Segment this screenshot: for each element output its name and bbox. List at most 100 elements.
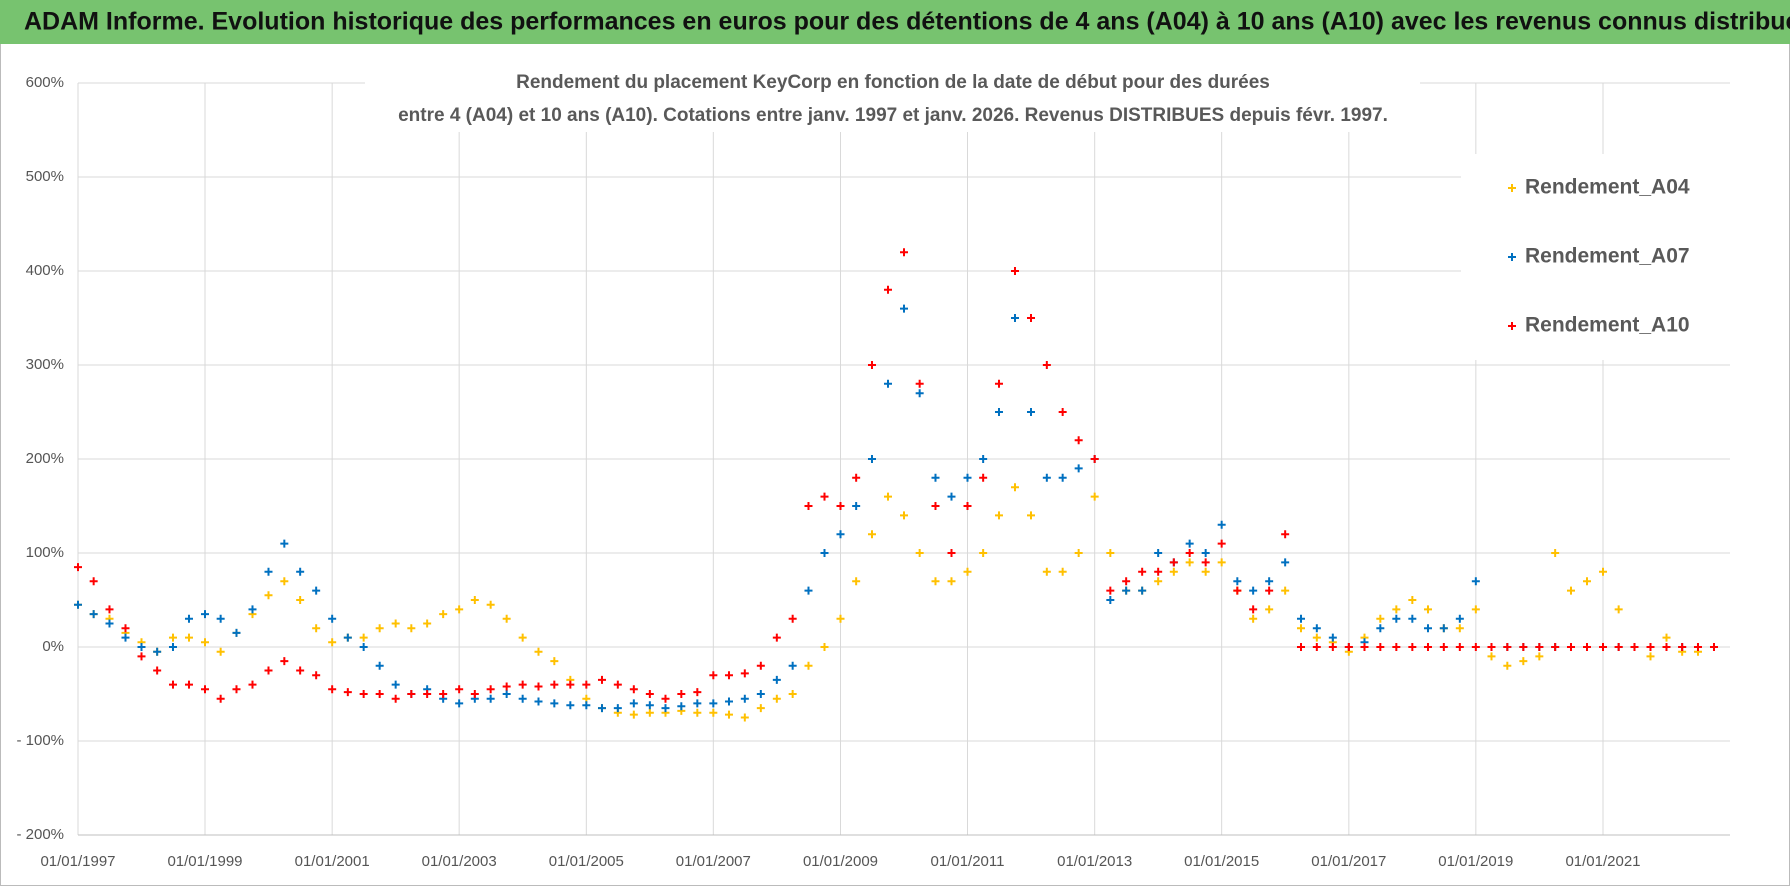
point xyxy=(963,567,972,576)
point xyxy=(1233,586,1242,595)
point xyxy=(1662,643,1671,651)
x-tick-label: 01/01/2009 xyxy=(803,853,878,870)
point xyxy=(1201,567,1210,576)
point xyxy=(264,567,273,576)
point xyxy=(502,690,511,698)
point xyxy=(1185,558,1194,567)
point xyxy=(836,530,845,539)
point xyxy=(629,710,638,719)
point xyxy=(1376,624,1385,633)
point xyxy=(756,661,765,670)
x-tick-label: 01/01/2003 xyxy=(422,853,497,870)
point xyxy=(693,699,702,708)
point xyxy=(804,502,813,510)
point xyxy=(772,694,781,703)
point xyxy=(328,638,337,647)
point xyxy=(1328,643,1337,651)
point xyxy=(1519,643,1528,651)
point xyxy=(105,605,114,614)
point xyxy=(867,361,876,369)
point xyxy=(518,633,527,642)
point xyxy=(455,605,464,614)
point xyxy=(296,567,305,576)
point xyxy=(359,690,368,698)
point xyxy=(1265,577,1274,586)
point xyxy=(979,549,988,557)
point xyxy=(1471,577,1480,586)
point xyxy=(1408,596,1417,604)
point xyxy=(232,685,241,694)
point xyxy=(121,624,130,633)
point xyxy=(1027,408,1035,416)
point xyxy=(248,605,257,614)
point xyxy=(550,699,559,708)
point xyxy=(661,704,670,713)
point xyxy=(788,661,797,670)
legend-label: Rendement_A10 xyxy=(1525,314,1690,337)
point xyxy=(582,680,591,689)
point xyxy=(1249,605,1258,614)
point xyxy=(788,690,797,698)
legend-label: Rendement_A07 xyxy=(1525,245,1690,268)
point xyxy=(947,549,956,557)
point xyxy=(1455,643,1464,651)
y-tick-label: 0% xyxy=(42,638,64,655)
x-tick-label: 01/01/2015 xyxy=(1184,853,1259,870)
point xyxy=(1106,596,1115,604)
point xyxy=(1408,643,1417,651)
point xyxy=(280,577,289,586)
point xyxy=(1662,633,1671,642)
header-title: ADAM Informe. Evolution historique des p… xyxy=(24,8,1790,36)
point xyxy=(1058,567,1067,576)
point xyxy=(931,502,940,510)
y-tick-label: - 100% xyxy=(16,732,64,749)
point xyxy=(312,586,321,595)
point xyxy=(756,704,765,713)
point xyxy=(518,680,527,689)
point xyxy=(1455,614,1464,623)
point xyxy=(709,708,718,717)
point xyxy=(328,614,337,623)
point xyxy=(1312,643,1321,651)
point xyxy=(1201,558,1210,567)
point xyxy=(566,680,575,689)
y-tick-label: 200% xyxy=(26,450,64,467)
x-tick-label: 01/01/1997 xyxy=(40,853,115,870)
point xyxy=(1185,539,1194,548)
point xyxy=(534,697,543,706)
point xyxy=(1551,549,1560,557)
point xyxy=(1106,549,1115,557)
point xyxy=(1599,643,1607,651)
point xyxy=(629,685,638,694)
point xyxy=(296,596,305,604)
point xyxy=(677,690,686,698)
point xyxy=(645,701,654,710)
point xyxy=(216,614,225,623)
legend-marker xyxy=(1508,184,1516,192)
point xyxy=(1074,436,1083,445)
y-tick-label: 500% xyxy=(26,168,64,185)
x-tick-label: 01/01/2017 xyxy=(1311,853,1386,870)
point xyxy=(1169,567,1178,576)
point xyxy=(1614,643,1623,651)
point xyxy=(979,455,988,463)
point xyxy=(852,473,861,482)
point xyxy=(534,682,543,691)
point xyxy=(1296,614,1305,623)
x-tick-label: 01/01/2021 xyxy=(1565,853,1640,870)
point xyxy=(645,708,654,717)
point xyxy=(883,285,892,294)
point xyxy=(216,694,225,703)
point xyxy=(1551,643,1560,651)
point xyxy=(693,708,702,717)
point xyxy=(184,633,193,642)
x-tick-label: 01/01/1999 xyxy=(167,853,242,870)
point xyxy=(1042,473,1051,482)
point xyxy=(312,624,321,633)
point xyxy=(693,688,702,697)
point xyxy=(994,511,1003,520)
title-box xyxy=(365,68,1420,132)
point xyxy=(137,652,146,661)
point xyxy=(216,647,225,656)
point xyxy=(900,304,908,313)
